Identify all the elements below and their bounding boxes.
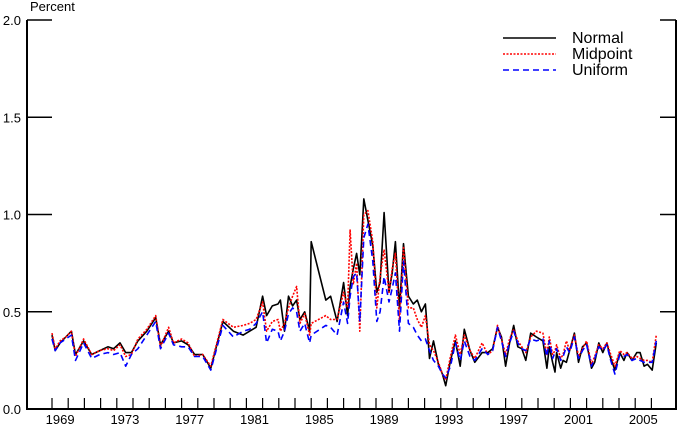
legend-label-uniform: Uniform	[572, 62, 628, 79]
x-tick-label: 1985	[305, 412, 334, 427]
series-lines	[51, 198, 658, 387]
y-axis-label: Percent	[30, 0, 75, 14]
axes: 0.0 0.5 1.0 1.5 2.0 1969 1973 1977 1981 1985 1989 1…	[3, 13, 677, 427]
y-tick-label: 1.0	[3, 208, 21, 223]
x-tick-label: 1981	[240, 412, 269, 427]
legend-label-normal: Normal	[572, 30, 624, 47]
y-tick-label: 0.5	[3, 305, 21, 320]
legend-label-midpoint: Midpoint	[572, 46, 633, 63]
x-tick-label: 2001	[564, 412, 593, 427]
x-tick-label: 1973	[110, 412, 139, 427]
x-tick-label: 1989	[370, 412, 399, 427]
x-tick-label: 1977	[175, 412, 204, 427]
y-tick-label: 0.0	[3, 402, 21, 417]
y-tick-label: 2.0	[3, 13, 21, 28]
x-tick-label: 2005	[629, 412, 658, 427]
x-tick-label: 1993	[434, 412, 463, 427]
y-tick-label: 1.5	[3, 110, 21, 125]
series-line-normal	[51, 198, 658, 387]
x-tick-label: 1969	[46, 412, 75, 427]
series-line-uniform	[51, 223, 658, 379]
series-line-midpoint	[51, 209, 658, 381]
x-tick-label: 1997	[499, 412, 528, 427]
